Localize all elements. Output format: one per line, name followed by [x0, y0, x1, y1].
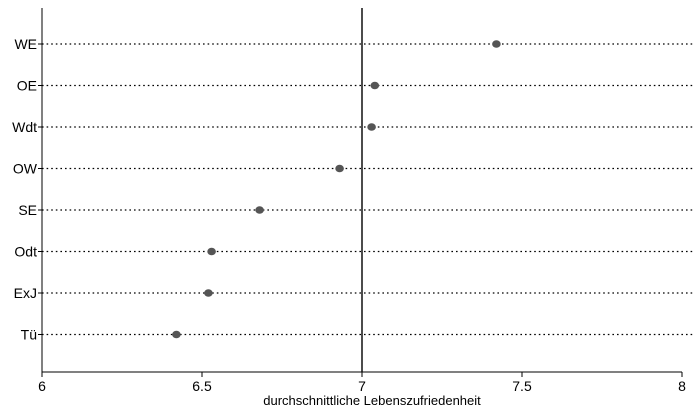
x-tick-label: 8	[678, 378, 686, 394]
data-point	[492, 40, 501, 48]
marks-layer	[172, 40, 501, 339]
x-axis-title: durchschnittliche Lebenszufriedenheit	[263, 393, 481, 408]
category-label: OE	[17, 78, 37, 94]
axes-layer	[38, 8, 682, 373]
category-label: SE	[18, 202, 37, 218]
category-label: Wdt	[12, 119, 37, 135]
x-tick-labels: 6 6.5 7 7.5 8	[38, 372, 686, 394]
grid-layer	[42, 43, 694, 336]
data-point	[172, 330, 181, 339]
data-point	[335, 164, 344, 173]
data-point	[367, 123, 376, 131]
category-label: OW	[13, 161, 38, 177]
data-point	[255, 206, 264, 214]
category-label: Tü	[21, 327, 37, 343]
category-label: Odt	[14, 244, 37, 260]
category-labels: WE OE Wdt OW SE Odt ExJ Tü	[12, 36, 38, 343]
data-point	[207, 247, 216, 256]
data-point	[370, 81, 380, 90]
data-point	[204, 289, 213, 297]
x-tick-label: 7.5	[512, 378, 532, 394]
category-label: WE	[14, 36, 37, 52]
x-tick-label: 6	[38, 378, 46, 394]
x-tick-label: 6.5	[192, 378, 212, 394]
x-tick-label: 7	[358, 378, 366, 394]
category-label: ExJ	[14, 285, 37, 301]
